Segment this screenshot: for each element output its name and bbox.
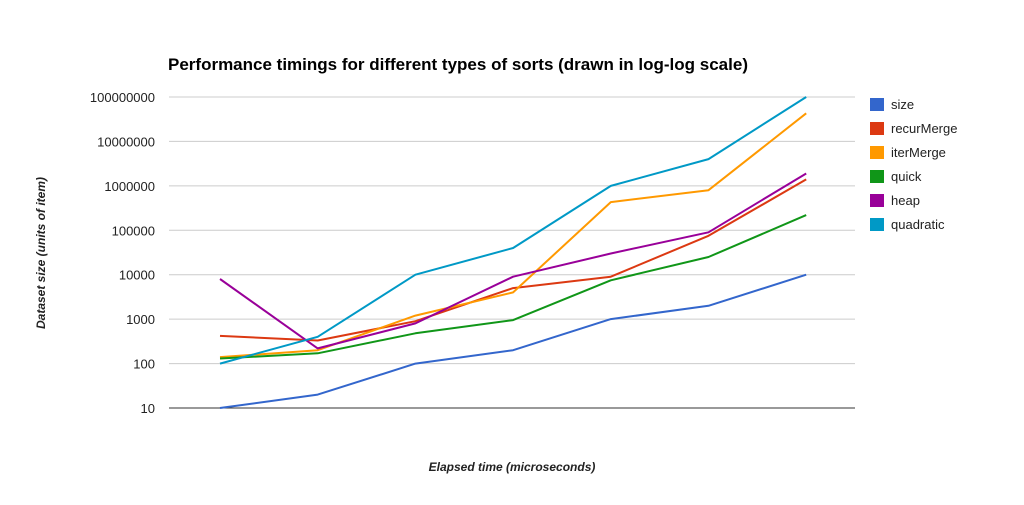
legend-swatch-size <box>870 98 884 111</box>
legend-label-quadratic: quadratic <box>891 217 945 232</box>
y-tick-label: 1000 <box>126 312 155 327</box>
series-line-heap <box>219 172 807 350</box>
legend: size recurMerge iterMerge quick heap quadrati… <box>870 97 957 232</box>
legend-label-recurMerge: recurMerge <box>891 121 957 136</box>
y-axis-ticks: 10 100 1000 10000 100000 1000000 10000000 10000… <box>90 90 155 416</box>
y-tick-label: 10000 <box>119 268 155 283</box>
y-tick-label: 100 <box>133 357 155 372</box>
y-axis-label: Dataset size (units of item) <box>34 177 48 329</box>
legend-label-size: size <box>891 97 914 112</box>
y-tick-label: 100000 <box>112 223 155 238</box>
y-tick-label: 100000000 <box>90 90 155 105</box>
series-line-quick <box>219 214 807 360</box>
legend-label-iterMerge: iterMerge <box>891 145 946 160</box>
grid <box>169 96 855 365</box>
legend-swatch-quadratic <box>870 218 884 231</box>
chart-title: Performance timings for different types … <box>168 55 748 74</box>
legend-swatch-iterMerge <box>870 146 884 159</box>
series-line-quadratic <box>219 96 807 365</box>
series-line-size <box>219 273 807 409</box>
y-tick-label: 1000000 <box>104 179 155 194</box>
legend-swatch-quick <box>870 170 884 183</box>
series-lines <box>219 96 807 409</box>
legend-swatch-recurMerge <box>870 122 884 135</box>
series-line-recurMerge <box>219 178 807 342</box>
y-tick-label: 10000000 <box>97 134 155 149</box>
legend-label-heap: heap <box>891 193 920 208</box>
legend-swatch-heap <box>870 194 884 207</box>
x-axis-label: Elapsed time (microseconds) <box>429 460 596 474</box>
series-line-iterMerge <box>219 112 807 359</box>
legend-label-quick: quick <box>891 169 922 184</box>
y-tick-label: 10 <box>141 401 155 416</box>
